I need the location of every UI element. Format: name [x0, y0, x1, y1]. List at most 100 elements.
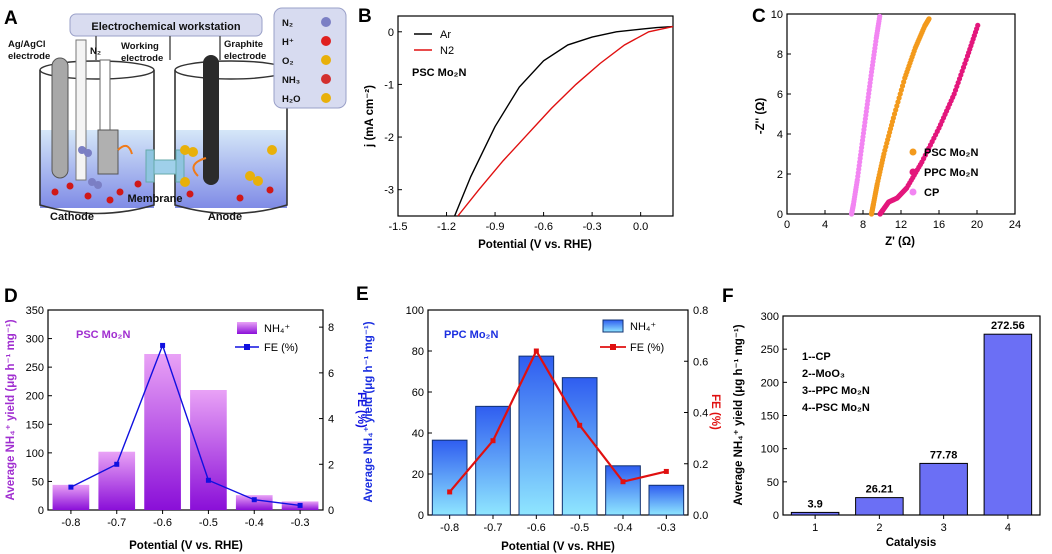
panel-label-b: B [358, 6, 372, 27]
f-ytick-label: 0 [773, 510, 779, 522]
e-ytick-label: 20 [412, 469, 424, 481]
legend-d-nh4: NH₄⁺ [264, 323, 290, 335]
plot-frame-c [786, 13, 1016, 215]
fe-point [490, 438, 496, 444]
d-y2tick-label: 2 [328, 459, 334, 471]
e-y2tick-label: 0.6 [693, 356, 708, 368]
ylabel2-d: FE (%) [355, 392, 367, 428]
e-xtick-label: -0.8 [440, 522, 459, 534]
point-psc [890, 115, 897, 121]
bar--0.5 [561, 377, 598, 516]
ylabel2-e: FE (%) [709, 394, 721, 430]
fe-point [114, 461, 120, 467]
f-xtick-label: 3 [941, 522, 947, 534]
bar--0.7 [475, 405, 511, 516]
point-psc [899, 83, 906, 89]
fe-point [160, 342, 166, 348]
series-line-n2 [457, 25, 674, 217]
d-xtick-label: -0.4 [245, 517, 264, 529]
species-legend-icon [321, 74, 331, 84]
ylabel-c: -Z'' (Ω) [755, 98, 767, 135]
axes-b: -1.5 -1.2 -0.9 -0.6 -0.3 0.0 0 -1 -2 -3 [384, 27, 648, 233]
c-xtick-label: 0 [784, 219, 790, 231]
species-legend-label: NH₃ [282, 75, 300, 86]
species-legend-icon [321, 36, 331, 46]
panel-label-d: D [4, 286, 18, 307]
axes-f: 1 2 3 4 0 50 100 150 200 250 300 [761, 311, 1011, 534]
f-ytick-label: 200 [761, 377, 779, 389]
legend-c-psc: PSC Mo₂N [924, 147, 978, 159]
workstation-box [69, 13, 263, 37]
d-y2tick-label: 8 [328, 322, 334, 334]
bar--0.5 [190, 390, 227, 510]
cathode-vessel [39, 70, 155, 215]
b-ytick-label: -2 [384, 132, 394, 144]
d-xtick-label: -0.5 [199, 517, 218, 529]
d-ytick-label: 50 [32, 476, 44, 488]
legend-c: PSC Mo₂N PPC Mo₂N CP [909, 147, 978, 199]
bars-d [52, 354, 319, 510]
key-f-1: 1--CP [802, 351, 831, 363]
c-ytick-label: 8 [777, 49, 783, 61]
e-ytick-label: 40 [412, 428, 424, 440]
b-xtick-label: -1.2 [437, 221, 456, 233]
panel-label-a: A [4, 8, 18, 29]
bar-value-label: 3.9 [807, 498, 822, 510]
fe-point [68, 484, 74, 490]
d-xtick-label: -0.7 [107, 517, 126, 529]
point-psc [901, 79, 907, 85]
e-y2tick-label: 0.2 [693, 459, 708, 471]
c-xtick-label: 24 [1009, 219, 1021, 231]
point-psc [926, 16, 932, 22]
species-legend-icon [321, 55, 331, 65]
panel-a: A Electrochemical workstation Ag/AgCl el… [4, 7, 347, 223]
bars-e [431, 355, 685, 516]
ylabel-b: j (mA cm⁻²) [364, 85, 376, 148]
species-legend-label: H₂O [282, 94, 300, 105]
working-electrode-label-1: Working [121, 41, 159, 52]
f-xtick-label: 4 [1005, 522, 1011, 534]
legend-b-n2: N2 [440, 45, 454, 57]
legend-c-cp: CP [924, 187, 939, 199]
legend-d: NH₄⁺ FE (%) [235, 322, 298, 354]
f-ytick-label: 300 [761, 311, 779, 323]
annotation-d: PSC Mo₂N [76, 329, 130, 341]
panel-label-e: E [356, 284, 369, 305]
b-xtick-label: -1.5 [389, 221, 408, 233]
xlabel-c: Z' (Ω) [885, 236, 915, 248]
counter-electrode-label-1: Graphite [224, 39, 263, 50]
c-ytick-label: 2 [777, 169, 783, 181]
bar--0.4 [605, 465, 641, 516]
c-ytick-label: 6 [777, 89, 783, 101]
xlabel-e: Potential (V vs. RHE) [501, 541, 615, 553]
species-legend-label: O₂ [282, 56, 294, 67]
fe-point [297, 502, 303, 508]
e-y2tick-label: 0.4 [693, 408, 708, 420]
anode-label: Anode [208, 211, 242, 223]
working-electrode-label-2: electrode [121, 53, 163, 64]
gas-inlet-label: N₂ [90, 46, 101, 57]
axes-e: -0.8 -0.7 -0.6 -0.5 -0.4 -0.3 0 20 40 60 80 100 0.0 0… [406, 305, 709, 534]
d-xtick-label: -0.6 [153, 517, 172, 529]
c-xtick-label: 16 [933, 219, 945, 231]
plot-frame-d [47, 309, 324, 511]
legend-e: NH₄⁺ FE (%) [600, 319, 664, 354]
point-psc [898, 87, 904, 93]
e-y2tick-label: 0.8 [693, 305, 708, 317]
f-xtick-label: 2 [876, 522, 882, 534]
c-xtick-label: 4 [822, 219, 828, 231]
bar--0.4 [235, 495, 273, 510]
e-xtick-label: -0.4 [614, 522, 633, 534]
legend-e-nh4: NH₄⁺ [630, 321, 656, 333]
series-line-ar [453, 25, 674, 217]
d-ytick-label: 100 [26, 448, 44, 460]
e-y2tick-label: 0.0 [693, 510, 708, 522]
legend-c-ppc: PPC Mo₂N [924, 167, 978, 179]
panel-e: E -0.8 -0.7 -0.6 -0.5 -0.4 -0.3 0 20 40 60 80 100 0.… [356, 284, 721, 553]
point-cp [877, 13, 883, 19]
panel-d: D -0.8 -0.7 -0.6 -0.5 -0.4 -0.3 0 50 100 150 200 25… [4, 286, 367, 552]
ylabel-e: Average NH₄⁺ yield (μg h⁻¹ mg⁻¹) [363, 321, 375, 502]
species-legend-icon [321, 17, 331, 27]
point-psc [891, 111, 898, 117]
